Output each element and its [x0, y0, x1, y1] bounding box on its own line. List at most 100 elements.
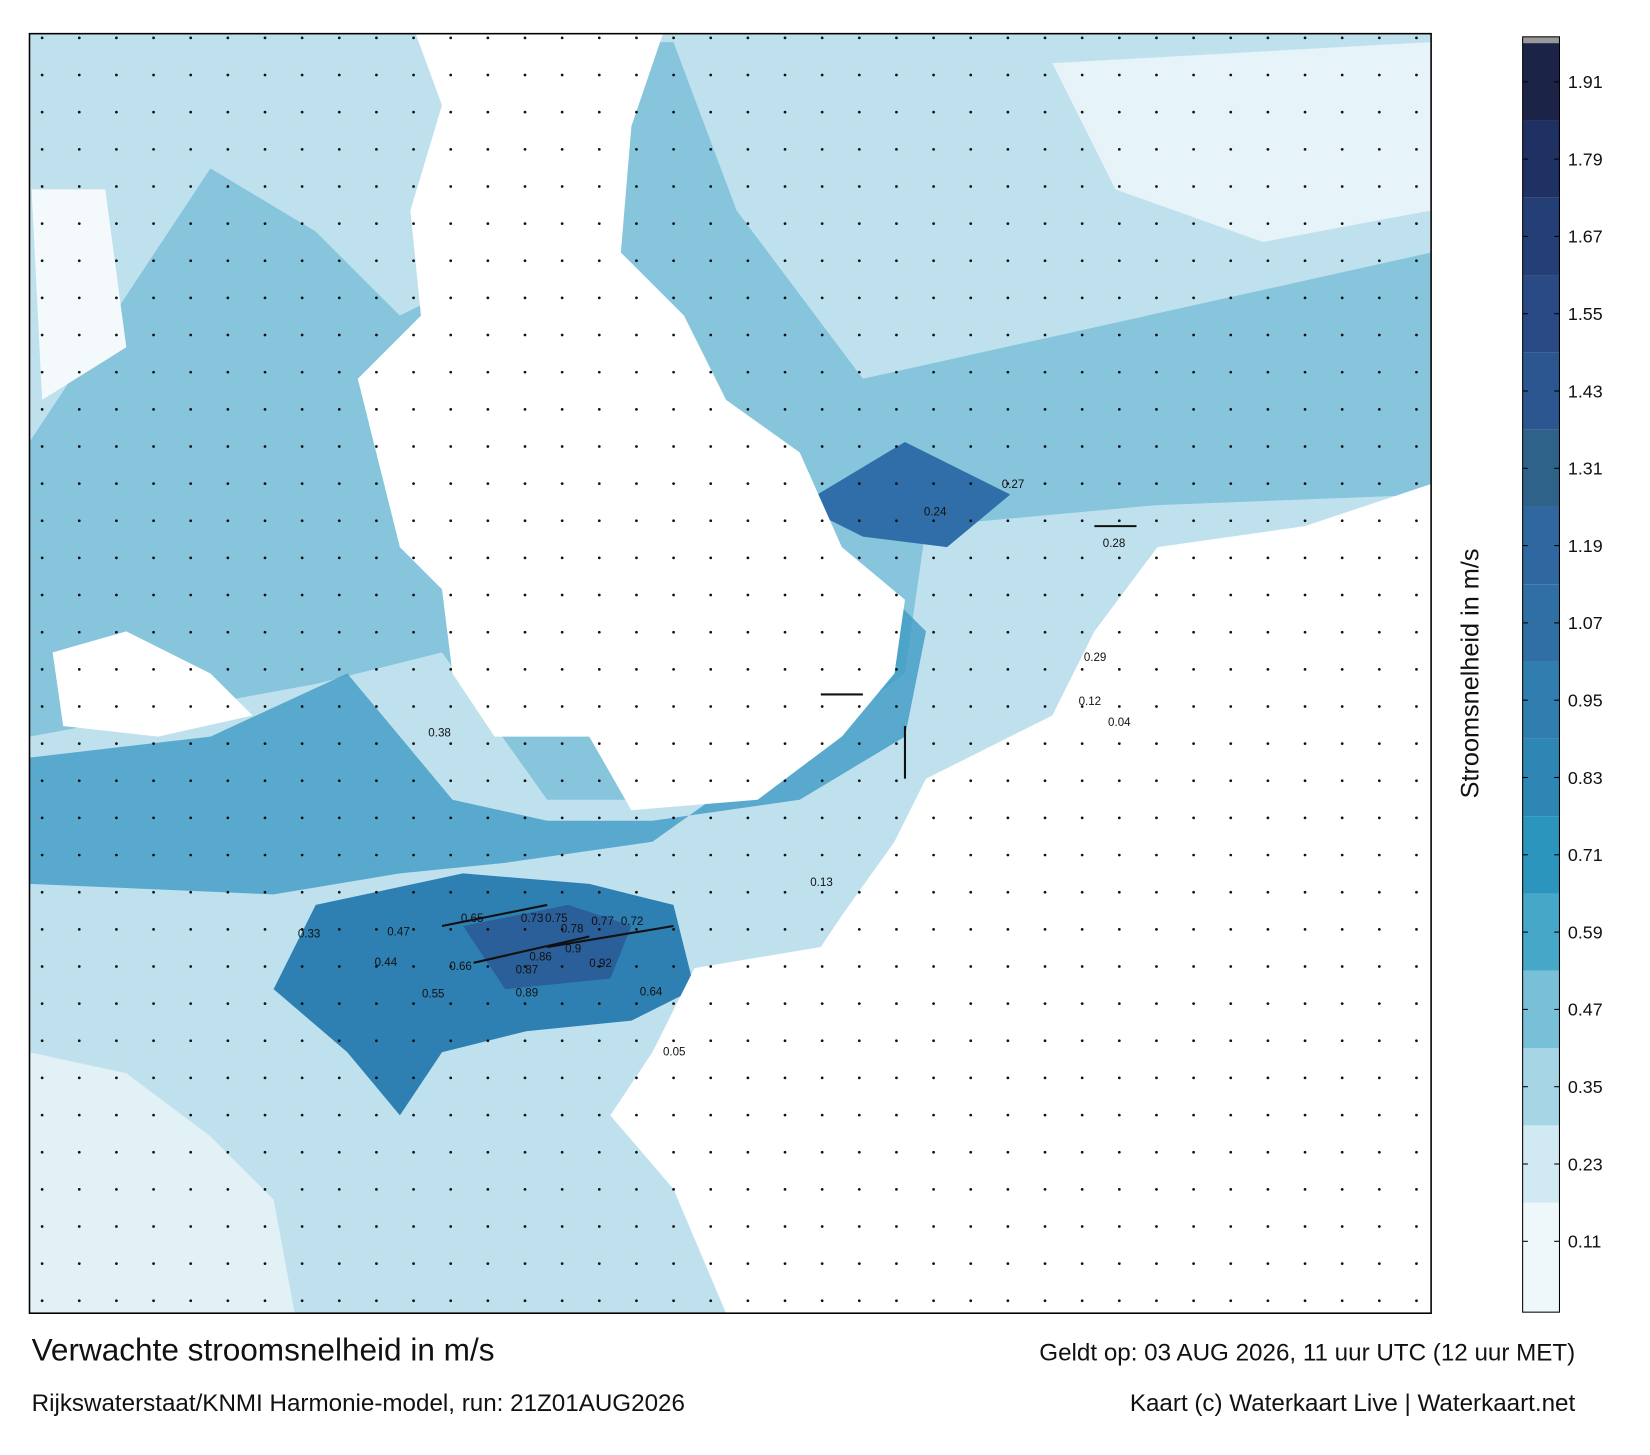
- map-value-label: 0.28: [1103, 538, 1126, 550]
- grid-dot: [1377, 333, 1381, 337]
- subtitle: Rijkswaterstaat/KNMI Harmonie-model, run…: [32, 1390, 685, 1417]
- grid-dot: [40, 1113, 44, 1117]
- grid-dot: [189, 1113, 193, 1117]
- grid-dot: [1377, 556, 1381, 560]
- grid-dot: [1117, 890, 1121, 894]
- grid-dot: [1340, 1150, 1344, 1154]
- grid-dot: [1340, 222, 1344, 225]
- grid-dot: [300, 742, 304, 745]
- grid-dot: [820, 1113, 824, 1117]
- grid-dot: [560, 222, 564, 225]
- grid-dot: [115, 1076, 118, 1080]
- grid-dot: [1155, 1150, 1158, 1154]
- grid-dot: [1340, 890, 1344, 894]
- grid-dot: [189, 519, 193, 523]
- grid-dot: [1415, 927, 1418, 931]
- flow-arrow: [547, 924, 674, 949]
- grid-dot: [932, 853, 935, 857]
- grid-dot: [1006, 667, 1010, 671]
- grid-dot: [77, 147, 81, 151]
- grid-dot: [1266, 259, 1270, 263]
- grid-dot: [560, 853, 564, 857]
- grid-dot: [226, 816, 230, 820]
- grid-dot: [820, 816, 824, 820]
- grid-dot: [895, 259, 898, 263]
- grid-dot: [1377, 630, 1381, 634]
- grid-dot: [1080, 1113, 1084, 1117]
- grid-dot: [1377, 482, 1381, 485]
- grid-dot: [635, 185, 638, 188]
- grid-dot: [486, 927, 490, 931]
- grid-dot: [1117, 110, 1121, 114]
- grid-dot: [1155, 36, 1158, 40]
- grid-dot: [40, 333, 44, 337]
- grid-dot: [969, 259, 973, 263]
- grid-dot: [263, 333, 267, 337]
- grid-dot: [449, 370, 453, 374]
- grid-dot: [1303, 965, 1307, 968]
- grid-dot: [932, 742, 935, 745]
- grid-dot: [1266, 667, 1270, 671]
- grid-dot: [560, 816, 564, 820]
- grid-dot: [1043, 333, 1047, 337]
- grid-dot: [1117, 705, 1121, 708]
- grid-dot: [1192, 1002, 1195, 1006]
- grid-dot: [1155, 779, 1158, 783]
- grid-dot: [77, 630, 81, 634]
- grid-dot: [115, 1150, 118, 1154]
- grid-dot: [932, 222, 935, 225]
- grid-dot: [597, 853, 601, 857]
- grid-dot: [1340, 110, 1344, 114]
- grid-dot: [820, 593, 824, 597]
- grid-dot: [746, 853, 750, 857]
- credit: Kaart (c) Waterkaart Live | Waterkaart.n…: [1130, 1390, 1576, 1417]
- grid-dot: [1340, 259, 1344, 263]
- grid-dot: [1043, 482, 1047, 485]
- grid-dot: [115, 445, 118, 448]
- grid-dot: [226, 1039, 230, 1043]
- grid-dot: [77, 333, 81, 337]
- grid-dot: [969, 705, 973, 708]
- grid-dot: [523, 1039, 527, 1043]
- colorbar-band: [1522, 120, 1560, 198]
- grid-dot: [969, 593, 973, 597]
- grid-dot: [1377, 445, 1381, 448]
- grid-dot: [375, 1076, 378, 1080]
- grid-dot: [375, 185, 378, 188]
- grid-dot: [1229, 667, 1233, 671]
- grid-dot: [115, 333, 118, 337]
- grid-dot: [337, 742, 341, 745]
- grid-dot: [1415, 816, 1418, 820]
- map-value-label: 0.78: [561, 923, 584, 935]
- grid-dot: [337, 370, 341, 374]
- grid-dot: [449, 1002, 453, 1006]
- grid-dot: [857, 556, 861, 560]
- grid-dot: [1266, 73, 1270, 77]
- grid-dot: [672, 259, 675, 263]
- grid-dot: [300, 519, 304, 523]
- grid-dot: [560, 1039, 564, 1043]
- grid-dot: [560, 779, 564, 783]
- grid-dot: [709, 890, 713, 894]
- grid-dot: [1155, 1002, 1158, 1006]
- grid-dot: [226, 482, 230, 485]
- grid-dot: [77, 742, 81, 745]
- grid-dot: [932, 110, 935, 114]
- grid-dot: [375, 1262, 378, 1266]
- grid-dot: [77, 1150, 81, 1154]
- grid-dot: [263, 259, 267, 263]
- grid-dot: [857, 36, 861, 40]
- grid-dot: [40, 222, 44, 225]
- grid-dot: [412, 185, 415, 188]
- grid-dot: [1340, 370, 1344, 374]
- grid-dot: [1377, 779, 1381, 783]
- grid-dot: [40, 1299, 44, 1303]
- grid-dot: [412, 482, 415, 485]
- grid-dot: [300, 890, 304, 894]
- grid-dot: [523, 222, 527, 225]
- grid-dot: [932, 593, 935, 597]
- grid-dot: [1303, 1002, 1307, 1006]
- grid-dot: [560, 519, 564, 523]
- grid-dot: [1229, 1225, 1233, 1228]
